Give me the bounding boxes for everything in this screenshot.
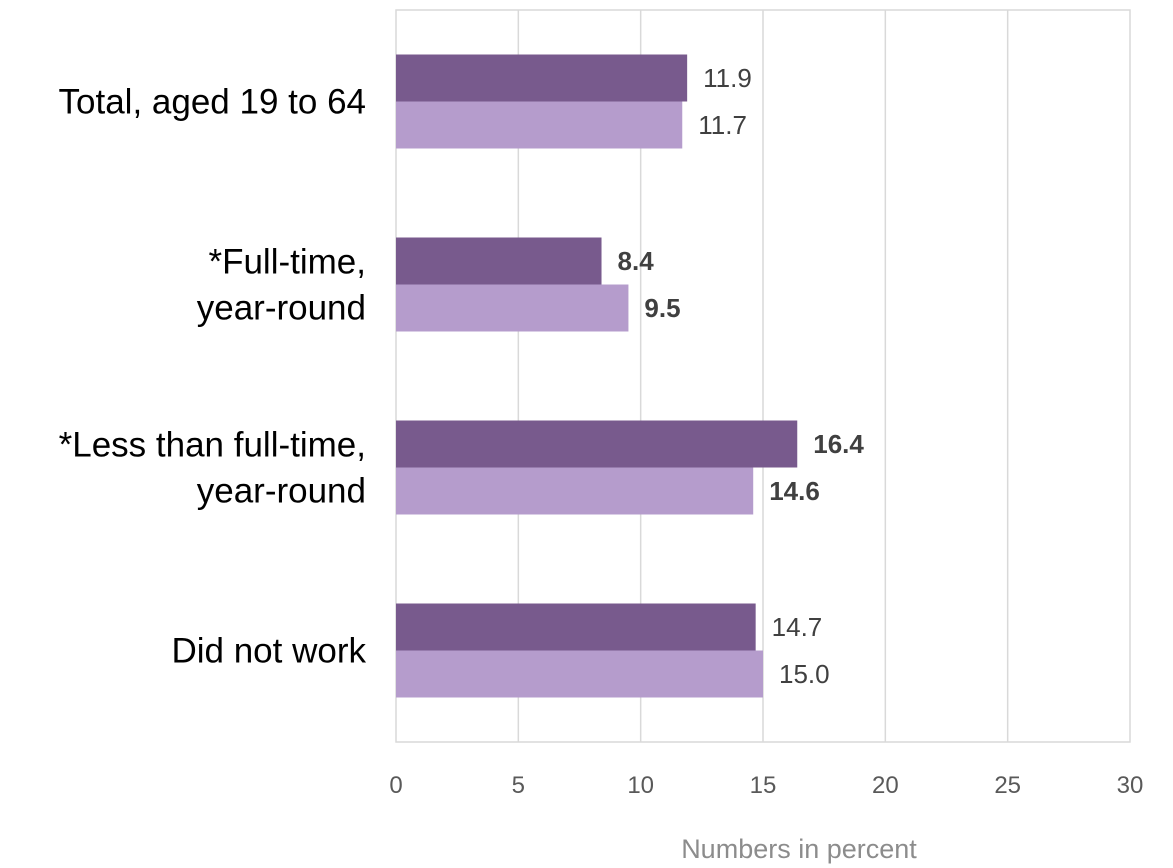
x-tick-label: 30 <box>1117 772 1144 799</box>
category-label: Total, aged 19 to 64 <box>59 83 366 122</box>
x-tick-label: 5 <box>512 772 525 799</box>
bar-s1-c1 <box>396 54 688 102</box>
bar-s2-c2 <box>396 284 629 332</box>
category-label: *Full-time, <box>208 243 366 282</box>
category-label: Did not work <box>171 632 366 671</box>
data-label: 11.7 <box>698 110 747 140</box>
data-label: 11.9 <box>703 63 752 93</box>
data-label: 8.4 <box>618 246 655 276</box>
bar-s2-c3 <box>396 467 754 515</box>
category-label: *Less than full-time, <box>59 426 366 465</box>
x-tick-label: 20 <box>872 772 899 799</box>
data-label: 9.5 <box>644 293 680 323</box>
data-label: 14.7 <box>772 612 823 642</box>
x-tick-label: 15 <box>750 772 777 799</box>
data-label: 16.4 <box>813 429 864 459</box>
bar-s1-c3 <box>396 420 798 468</box>
bar-s1-c2 <box>396 237 602 285</box>
x-tick-label: 0 <box>389 772 402 799</box>
bar-s2-c1 <box>396 101 683 149</box>
bar-s2-c4 <box>396 650 763 698</box>
category-label: year-round <box>197 289 366 328</box>
category-labels: Total, aged 19 to 64 *Full-time, year-roun… <box>59 83 367 671</box>
x-axis-title: Numbers in percent <box>681 834 917 864</box>
x-tick-label: 25 <box>994 772 1021 799</box>
category-label: year-round <box>197 472 366 511</box>
data-labels: 11.9 11.7 8.4 9.5 16.4 14.6 14.7 15.0 <box>618 63 865 689</box>
x-tick-label: 10 <box>627 772 654 799</box>
x-tick-labels: 0 5 10 15 20 25 30 <box>389 772 1143 799</box>
bar-s1-c4 <box>396 603 756 651</box>
bars <box>396 54 798 698</box>
data-label: 14.6 <box>769 476 820 506</box>
data-label: 15.0 <box>779 659 830 689</box>
